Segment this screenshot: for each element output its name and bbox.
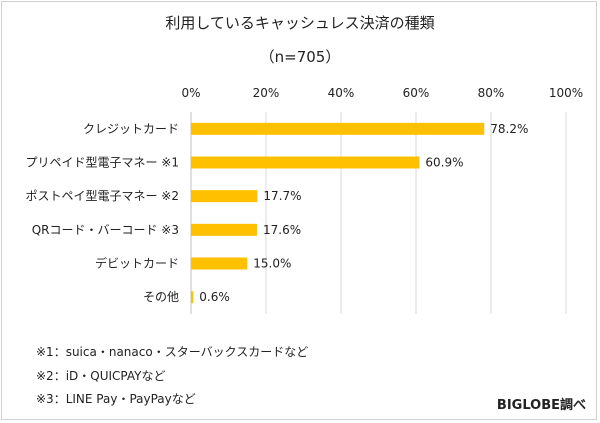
- x-tick-label: 40%: [328, 86, 355, 100]
- footnote-3: ※3：LINE Pay・PayPayなど: [36, 392, 196, 406]
- bar: [191, 291, 194, 304]
- x-tick-label: 0%: [181, 86, 200, 100]
- bar: [191, 223, 257, 236]
- category-label: クレジットカード: [83, 122, 179, 136]
- category-label: ポストペイ型電子マネー ※2: [25, 189, 179, 203]
- x-tick-label: 80%: [478, 86, 505, 100]
- category-label: デビットカード: [95, 256, 179, 271]
- bar: [191, 156, 420, 169]
- x-tick-label: 20%: [253, 86, 280, 100]
- category-label: プリペイド型電子マネー ※1: [25, 156, 179, 170]
- data-label: 0.6%: [199, 290, 230, 304]
- bar: [191, 122, 485, 135]
- data-label: 60.9%: [425, 156, 463, 170]
- source-label: BIGLOBE調べ: [496, 398, 586, 413]
- x-tick-label: 100%: [549, 86, 583, 100]
- data-label: 78.2%: [490, 122, 528, 136]
- bar: [191, 257, 248, 270]
- category-label: QRコード・バーコード ※3: [32, 223, 179, 237]
- bar: [191, 190, 258, 203]
- footnote-2: ※2：iD・QUICPAYなど: [36, 369, 166, 383]
- x-tick-label: 60%: [403, 86, 430, 100]
- data-label: 17.6%: [263, 223, 301, 237]
- chart-subtitle: （n=705）: [259, 48, 341, 66]
- data-label: 17.7%: [263, 189, 301, 203]
- data-label: 15.0%: [253, 257, 291, 271]
- category-label: その他: [143, 290, 179, 304]
- footnote-1: ※1：suica・nanaco・スターバックスカードなど: [36, 345, 309, 359]
- chart-title: 利用しているキャッシュレス決済の種類: [165, 14, 435, 32]
